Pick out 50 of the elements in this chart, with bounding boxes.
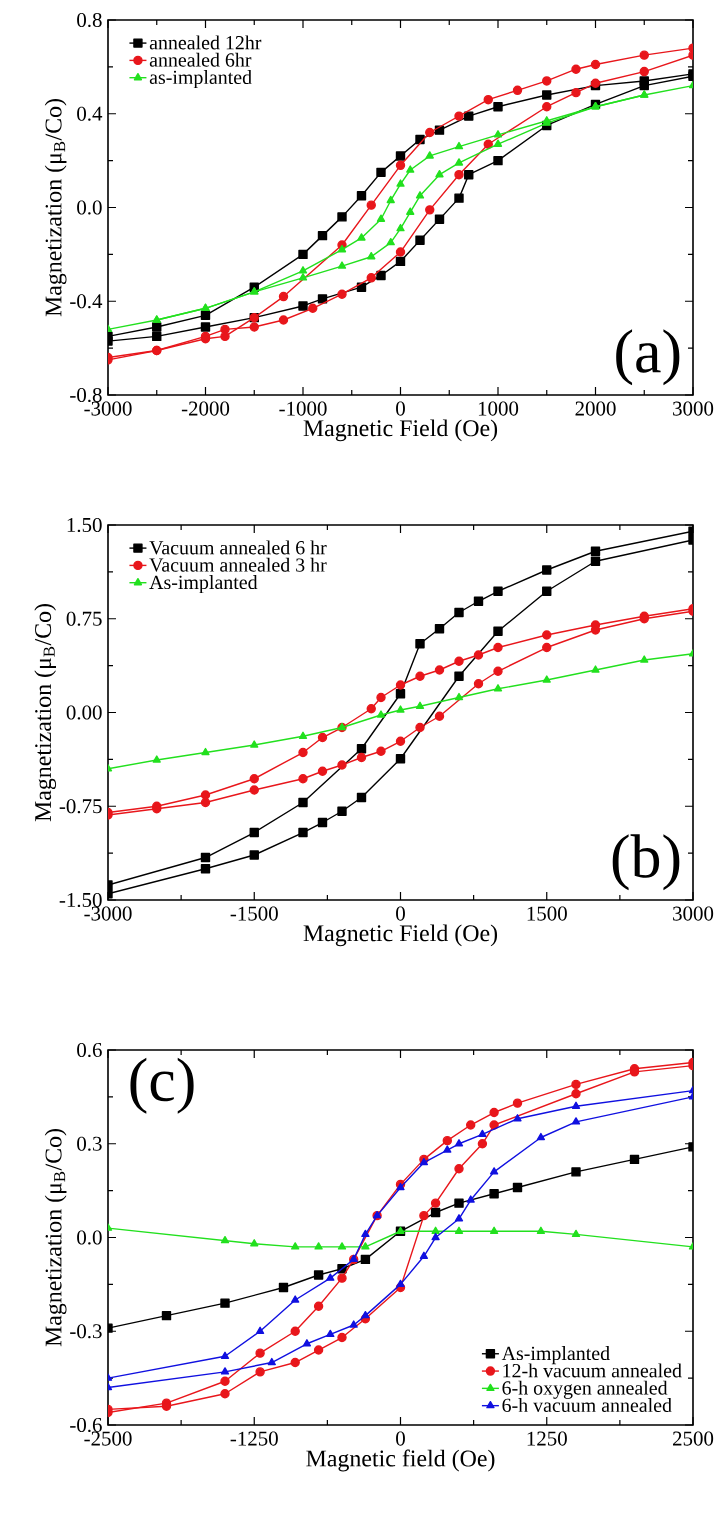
y-tick-label: 0.3: [77, 1136, 102, 1151]
x-tick-label: -1000: [279, 401, 327, 416]
x-tick-label: 3000: [672, 906, 714, 921]
y-tick-label: 0.0: [77, 1230, 102, 1245]
x-tick-label: 0: [395, 1431, 405, 1446]
x-axis-title: Magnetic field (Oe): [306, 1449, 495, 1472]
annotation: (a): [616, 329, 680, 386]
y-tick-label: -0.75: [59, 799, 102, 814]
x-tick-label: -1250: [230, 1431, 278, 1446]
y-tick-label: -0.8: [70, 387, 102, 403]
x-tick-label: 2500: [672, 1431, 714, 1446]
y-tick-label: 0.6: [77, 1042, 102, 1058]
x-tick-label: 1250: [527, 1431, 567, 1446]
y-axis-title: Magnetization (μ$_{B}$/Co): [44, 1129, 67, 1347]
y-tick-label: 0.00: [66, 705, 102, 720]
x-tick-label: 1500: [527, 906, 567, 921]
x-tick-label: 1000: [478, 401, 519, 416]
x-tick-label: 2000: [575, 401, 616, 416]
legend-label: As-implanted: [149, 575, 258, 594]
x-tick-label: -2500: [84, 1431, 132, 1446]
legend-label: 6-h oxygen annealed: [502, 1380, 668, 1399]
x-tick-label: 3000: [672, 401, 714, 416]
legend-label: Vacuum annealed 3 hr: [149, 557, 327, 572]
legend-label: As-implanted: [501, 1346, 610, 1365]
y-tick-label: -0.3: [70, 1324, 102, 1339]
x-tick-label: -1500: [230, 906, 278, 921]
legend-label: as-implanted: [149, 70, 252, 89]
y-tick-label: 0.8: [77, 12, 102, 28]
y-axis-title: Magnetization (μ$_{B}$/Co): [34, 604, 56, 822]
x-tick-label: -3000: [84, 401, 132, 416]
x-tick-label: 0: [395, 401, 405, 416]
x-tick-label: -3000: [84, 906, 132, 921]
legend-label: annealed 12hr: [149, 35, 262, 50]
annotation: (c): [130, 1057, 194, 1114]
annotation: (b): [612, 834, 680, 891]
legend-label: annealed 6hr: [149, 52, 252, 67]
y-tick-label: 0.4: [77, 106, 103, 121]
y-tick-label: -0.4: [70, 294, 103, 309]
legend-label: Vacuum annealed 6 hr: [149, 540, 327, 555]
x-axis-title: Magnetic Field (Oe): [303, 924, 497, 947]
y-tick-label: 1.50: [67, 517, 102, 533]
x-axis-title: Magnetic Field (Oe): [303, 419, 497, 442]
y-axis-title: Magnetization (μ$_{B}$/Co): [44, 99, 67, 317]
y-tick-label: 0.0: [77, 200, 102, 215]
x-tick-label: 0: [395, 906, 405, 921]
y-tick-label: -1.50: [59, 892, 102, 908]
y-tick-label: -0.6: [70, 1417, 102, 1433]
y-tick-label: 0.75: [66, 611, 102, 626]
x-tick-label: -2000: [181, 401, 230, 416]
legend-label: 6-h vacuum annealed: [502, 1398, 672, 1413]
